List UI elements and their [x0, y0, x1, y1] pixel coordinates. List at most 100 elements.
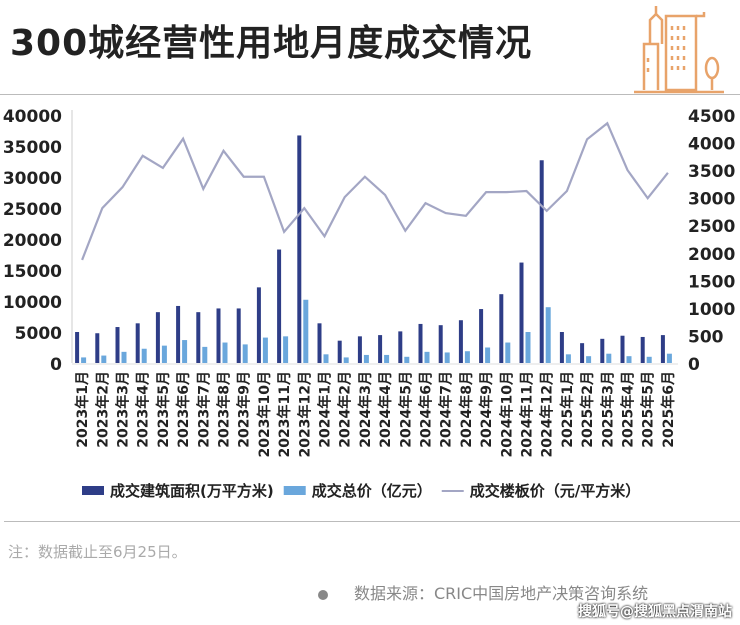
bar-area — [256, 287, 261, 363]
x-tick-label: 2024年5月 — [397, 371, 414, 448]
x-tick-label: 2023年11月 — [276, 371, 293, 457]
bar-price — [525, 332, 531, 363]
right-tick-label: 4500 — [688, 107, 735, 127]
bar-area — [135, 323, 140, 363]
right-tick-label: 0 — [688, 355, 700, 375]
right-tick-label: 3500 — [688, 162, 735, 182]
bar-price — [323, 354, 329, 363]
bar-price — [666, 353, 672, 363]
x-tick-label: 2025年3月 — [599, 371, 616, 448]
bar-area — [115, 327, 120, 363]
bar-area — [277, 249, 282, 363]
x-tick-label: 2024年8月 — [458, 371, 475, 448]
x-tick-label: 2024年9月 — [478, 371, 495, 448]
x-tick-label: 2023年2月 — [94, 371, 111, 448]
bar-area — [196, 312, 201, 363]
bar-area — [479, 309, 484, 363]
bar-price — [81, 357, 87, 363]
bar-area — [600, 338, 605, 363]
left-tick-label: 35000 — [3, 138, 62, 158]
x-tick-label: 2024年3月 — [357, 371, 374, 448]
bar-area — [378, 335, 383, 363]
bar-price — [242, 344, 248, 363]
title-divider — [0, 94, 740, 95]
bar-price — [606, 353, 612, 363]
bar-price — [404, 356, 410, 363]
chart-title: 300城经营性用地月度成交情况 — [10, 23, 533, 64]
legend-label: 成交楼板价（元/平方米） — [470, 482, 640, 500]
bar-area — [95, 333, 100, 363]
bar-area — [418, 323, 423, 363]
x-tick-label: 2024年2月 — [337, 371, 354, 448]
x-tick-label: 2025年6月 — [660, 371, 677, 448]
bar-area — [337, 340, 342, 363]
bar-price — [565, 354, 571, 363]
x-tick-label: 2024年10月 — [498, 371, 515, 457]
bar-price — [222, 342, 228, 363]
right-tick-label: 2500 — [688, 217, 735, 237]
bar-price — [626, 356, 632, 363]
line-unit-price — [81, 121, 669, 261]
bar-price — [141, 348, 147, 363]
bar-price — [646, 356, 652, 363]
source-text: 数据来源：CRIC中国房地产决策咨询系统 — [354, 584, 649, 603]
footnote: 注：数据截止至6月25日。 — [8, 543, 187, 561]
bar-price — [485, 347, 491, 363]
right-tick-label: 2000 — [688, 245, 735, 265]
bar-price — [363, 354, 369, 363]
bar-price — [101, 355, 107, 363]
bar-price — [586, 356, 592, 363]
bar-area — [155, 312, 160, 363]
x-tick-label: 2023年10月 — [256, 371, 273, 457]
x-tick-label: 2023年9月 — [236, 371, 253, 448]
bar-area — [458, 320, 463, 363]
bar-price — [262, 337, 268, 363]
bar-price — [182, 340, 188, 363]
bar-price — [202, 346, 208, 363]
right-tick-label: 3000 — [688, 190, 735, 210]
bar-area — [640, 336, 645, 363]
bar-area — [660, 335, 665, 363]
bar-area — [438, 325, 443, 363]
bar-price — [121, 351, 127, 363]
bar-price — [444, 352, 450, 363]
building-logo-icon — [632, 2, 726, 98]
x-tick-label: 2025年4月 — [620, 371, 637, 448]
bar-area — [398, 331, 403, 363]
x-tick-label: 2024年7月 — [438, 371, 455, 448]
legend-label: 成交建筑面积(万平方米) — [110, 482, 274, 500]
bar-area — [559, 332, 564, 363]
x-tick-label: 2023年3月 — [115, 371, 132, 448]
right-tick-label: 1000 — [688, 300, 735, 320]
left-tick-label: 25000 — [3, 200, 62, 220]
x-tick-label: 2023年12月 — [296, 371, 313, 457]
legend-swatch — [283, 486, 306, 495]
bar-price — [343, 357, 349, 363]
right-tick-label: 1500 — [688, 272, 735, 292]
x-tick-label: 2023年1月 — [74, 371, 91, 448]
bar-price — [424, 351, 430, 363]
x-tick-label: 2023年7月 — [195, 371, 212, 448]
left-tick-label: 5000 — [15, 324, 62, 344]
watermark: 搜狐号@搜狐黑点渭南站 — [578, 604, 732, 620]
bar-area — [539, 160, 544, 363]
bar-area — [216, 308, 221, 363]
bar-price — [303, 299, 309, 363]
x-tick-label: 2024年4月 — [377, 371, 394, 448]
left-tick-label: 20000 — [3, 231, 62, 251]
bar-area — [236, 308, 241, 363]
bar-area — [519, 262, 524, 363]
legend-label: 成交总价（亿元） — [312, 482, 432, 500]
bar-area — [580, 343, 585, 363]
source-line: 数据来源：CRIC中国房地产决策咨询系统 — [318, 580, 648, 604]
left-tick-label: 30000 — [3, 169, 62, 189]
x-tick-label: 2023年8月 — [216, 371, 233, 448]
left-tick-label: 0 — [50, 355, 62, 375]
left-tick-label: 10000 — [3, 293, 62, 313]
left-tick-label: 40000 — [3, 107, 62, 127]
bar-area — [317, 323, 322, 363]
x-tick-label: 2025年1月 — [559, 371, 576, 448]
bar-area — [357, 336, 362, 363]
x-tick-label: 2024年1月 — [317, 371, 334, 448]
bar-area — [297, 135, 302, 363]
